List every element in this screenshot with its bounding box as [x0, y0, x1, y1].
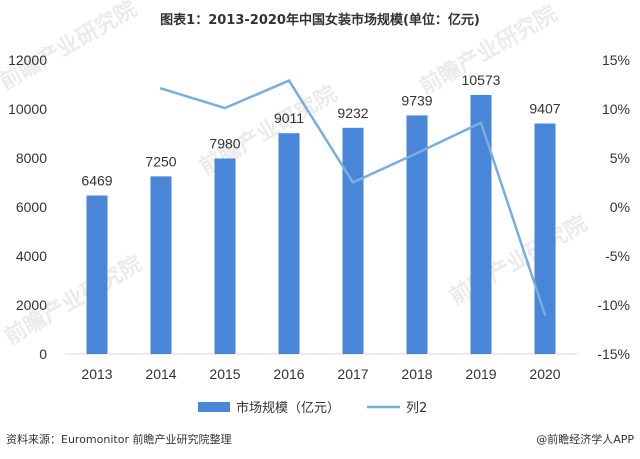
bar	[470, 94, 492, 355]
y-right-tick-label: -10%	[597, 297, 630, 313]
y-left-tick-label: 10000	[8, 101, 47, 117]
brand-credit: @前瞻经济学人APP	[536, 432, 634, 446]
y-left-tick-label: 6000	[16, 199, 47, 215]
line-point	[479, 121, 483, 124]
line-point	[351, 181, 355, 184]
x-tick-label: 2014	[145, 366, 176, 382]
legend-label-bar: 市场规模（亿元）	[236, 400, 340, 416]
bar-data-label: 9407	[529, 101, 560, 117]
x-axis-ticks: 2013 2014 2015 2016 2017 2018 2019 2020	[81, 366, 560, 382]
watermark: 前瞻产业研究院	[445, 211, 591, 311]
y-right-tick-label: 10%	[602, 101, 630, 117]
source-note: 资料来源：Euromonitor 前瞻产业研究院整理	[6, 432, 231, 446]
x-tick-label: 2019	[465, 366, 496, 382]
bar-data-label: 10573	[462, 72, 501, 88]
x-tick-label: 2016	[273, 366, 304, 382]
y-right-tick-label: 0%	[610, 199, 630, 215]
x-tick-label: 2015	[209, 366, 240, 382]
x-tick-label: 2020	[529, 366, 560, 382]
x-tick-label: 2018	[401, 366, 432, 382]
y-left-tick-label: 0	[39, 346, 47, 362]
y-right-tick-label: -5%	[605, 248, 630, 264]
bar-data-label: 9011	[274, 110, 304, 126]
bar	[342, 127, 364, 354]
bar-data-label: 6469	[81, 173, 112, 189]
bar	[214, 158, 236, 354]
line-point	[415, 151, 419, 155]
data-labels: 6469 7250 7980 9011 9232 9739 10573 9407	[81, 72, 560, 189]
line-point	[543, 313, 547, 316]
y-right-tick-label: 15%	[602, 52, 630, 68]
chart-title: 图表1：2013-2020年中国女装市场规模(单位：亿元)	[160, 12, 480, 28]
right-axis: -15% -10% -5% 0% 5% 10% 15%	[597, 52, 630, 362]
x-tick-label: 2013	[81, 366, 112, 382]
x-tick-label: 2017	[337, 366, 368, 382]
y-left-tick-label: 4000	[16, 248, 47, 264]
legend-swatch-bar	[198, 402, 230, 412]
watermark: 前瞻产业研究院	[0, 0, 141, 95]
y-right-tick-label: -15%	[597, 346, 630, 362]
bar	[534, 123, 556, 354]
bar	[278, 133, 300, 354]
bar-data-label: 9232	[337, 105, 368, 121]
bar	[86, 195, 108, 354]
legend: 市场规模（亿元） 列2	[198, 400, 427, 416]
line-series	[159, 79, 547, 316]
bar-data-label: 9739	[401, 92, 432, 108]
left-axis: 0 2000 4000 6000 8000 10000 12000	[8, 52, 47, 362]
bar-data-label: 7250	[145, 153, 176, 169]
line-point	[223, 106, 227, 110]
bar-series	[86, 94, 556, 355]
legend-label-line: 列2	[406, 401, 427, 416]
y-right-tick-label: 5%	[610, 150, 630, 166]
bar-data-label: 7980	[209, 135, 240, 151]
line-point	[159, 87, 163, 90]
bar	[150, 176, 172, 354]
y-left-tick-label: 2000	[16, 297, 47, 313]
line-point	[287, 79, 291, 82]
bar	[406, 115, 428, 354]
y-left-tick-label: 12000	[8, 52, 47, 68]
y-left-tick-label: 8000	[16, 150, 47, 166]
